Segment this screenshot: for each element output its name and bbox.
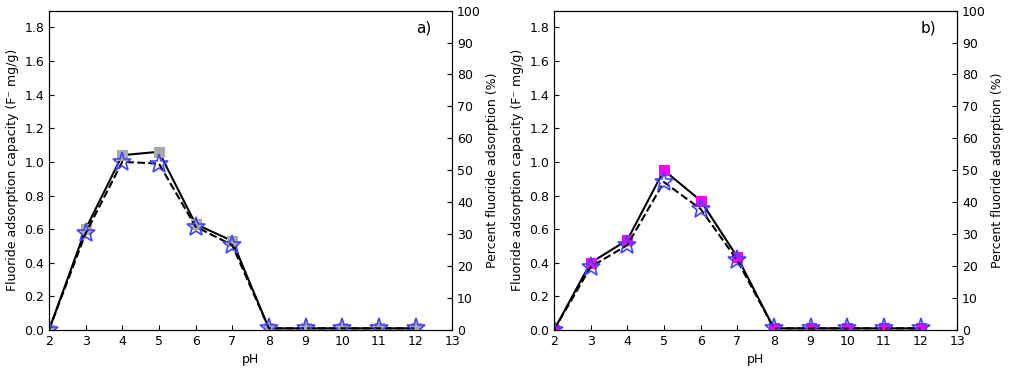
- Text: b): b): [921, 20, 936, 35]
- Y-axis label: Percent fluoride adsorption (%): Percent fluoride adsorption (%): [487, 73, 499, 268]
- X-axis label: pH: pH: [747, 353, 765, 366]
- Y-axis label: Fluoride adsorption capacity (F⁻ mg/g): Fluoride adsorption capacity (F⁻ mg/g): [511, 49, 523, 291]
- Y-axis label: Fluoride adsorption capacity (F⁻ mg/g): Fluoride adsorption capacity (F⁻ mg/g): [6, 49, 18, 291]
- Text: a): a): [416, 20, 431, 35]
- X-axis label: pH: pH: [242, 353, 260, 366]
- Y-axis label: Percent fluoride adsorption (%): Percent fluoride adsorption (%): [992, 73, 1004, 268]
